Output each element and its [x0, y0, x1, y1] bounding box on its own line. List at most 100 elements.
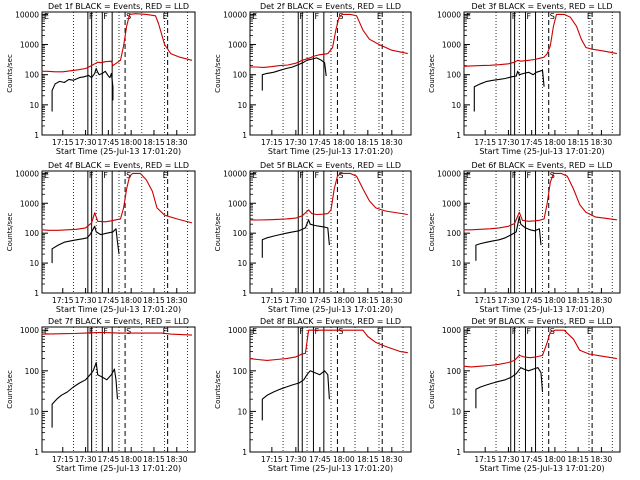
- series-events-line: [51, 361, 119, 428]
- x-tick-label: 18:30: [381, 455, 403, 464]
- x-axis-label: Start Time (25-Jul-13 17:01:20): [268, 305, 393, 314]
- x-tick-label: 18:00: [120, 138, 142, 147]
- y-axis-label: Counts/sec: [428, 370, 436, 409]
- y-axis-label: Counts/sec: [214, 54, 222, 93]
- x-tick-label: 18:00: [544, 138, 566, 147]
- y-tick-label: 1000: [228, 326, 247, 335]
- y-tick-label: 100: [447, 229, 462, 238]
- flag-letter: E: [163, 327, 168, 336]
- x-tick-label: 17:15: [52, 296, 74, 305]
- x-tick-label: 18:00: [333, 455, 355, 464]
- flag-letter: F: [299, 171, 304, 180]
- y-tick-label: 100: [25, 71, 40, 80]
- flag-letter: F: [512, 171, 517, 180]
- x-tick-label: 17:15: [474, 296, 496, 305]
- x-tick-label: 17:45: [98, 138, 120, 147]
- flag-letter: F: [299, 12, 304, 21]
- plot-frame: [463, 326, 621, 453]
- x-tick-label: 18:30: [166, 296, 188, 305]
- x-axis-label: Start Time (25-Jul-13 17:01:20): [56, 464, 181, 473]
- flag-letter: F: [512, 12, 517, 21]
- flag-letter: F: [89, 327, 94, 336]
- x-tick-label: 18:15: [143, 138, 165, 147]
- y-tick-label: 1000: [20, 41, 39, 50]
- flag-letter: F: [512, 327, 517, 336]
- x-tick-label: 18:30: [381, 138, 403, 147]
- y-tick-label: 10000: [15, 169, 39, 178]
- x-axis-label: Start Time (25-Jul-13 17:01:20): [479, 464, 604, 473]
- flag-letter: S: [338, 171, 343, 180]
- flag-letter: E: [44, 327, 49, 336]
- flag-letter: E: [252, 327, 257, 336]
- flag-letter: F: [103, 171, 108, 180]
- y-tick-label: 1: [34, 448, 39, 457]
- y-axis-label: Counts/sec: [214, 370, 222, 409]
- plot-frame: [41, 11, 196, 136]
- y-tick-label: 1: [242, 131, 247, 140]
- y-tick-label: 10: [237, 101, 247, 110]
- y-tick-label: 1000: [20, 326, 39, 335]
- x-axis-label: Start Time (25-Jul-13 17:01:20): [56, 147, 181, 156]
- panel-title: Det 9f BLACK = Events, RED = LLD: [471, 317, 612, 326]
- flag-letter: S: [126, 327, 131, 336]
- x-tick-label: 17:45: [309, 296, 331, 305]
- panel-det8: E F F S E 1 10 100 1000 17:15 17:30 17:45 18:00 18:15…: [214, 317, 412, 473]
- flag-letter: E: [587, 171, 592, 180]
- flag-letter: F: [89, 171, 94, 180]
- x-axis-label: Start Time (25-Jul-13 17:01:20): [479, 305, 604, 314]
- y-tick-label: 10: [29, 407, 39, 416]
- y-tick-label: 10: [237, 259, 247, 268]
- panel-title: Det 7f BLACK = Events, RED = LLD: [48, 317, 189, 326]
- series-events-line: [475, 367, 544, 409]
- x-tick-label: 18:15: [357, 455, 379, 464]
- flag-letter: E: [466, 12, 471, 21]
- series-events-line: [475, 216, 542, 261]
- y-tick-label: 10: [237, 407, 247, 416]
- flag-letter: F: [526, 327, 531, 336]
- flag-letter: E: [252, 171, 257, 180]
- x-tick-label: 17:15: [261, 455, 283, 464]
- x-tick-label: 17:30: [285, 455, 307, 464]
- panel-det2: E F F S E 1 10 100 1000 10000 17:15 17:30 17:45 18:00…: [214, 2, 412, 156]
- x-tick-label: 18:30: [591, 138, 613, 147]
- y-tick-label: 10000: [223, 169, 247, 178]
- panel-title: Det 1f BLACK = Events, RED = LLD: [48, 2, 189, 11]
- y-tick-label: 10000: [437, 10, 461, 19]
- x-tick-label: 18:00: [333, 296, 355, 305]
- x-tick-label: 18:15: [567, 455, 589, 464]
- flag-letter: E: [163, 12, 168, 21]
- series-events-line: [473, 69, 545, 112]
- x-tick-label: 17:45: [309, 138, 331, 147]
- y-axis-label: Counts/sec: [428, 213, 436, 252]
- flag-letter: F: [314, 12, 319, 21]
- plot-frame: [249, 11, 412, 136]
- x-tick-label: 17:30: [498, 296, 520, 305]
- panel-det4: E F F S E 1 10 100 1000 10000 17:15 17:30 17:45 18:00…: [6, 161, 196, 314]
- flag-letter: E: [466, 327, 471, 336]
- panel-title: Det 5f BLACK = Events, RED = LLD: [260, 161, 401, 170]
- plot-frame: [41, 326, 196, 453]
- y-axis-label: Counts/sec: [214, 213, 222, 252]
- panel-title: Det 3f BLACK = Events, RED = LLD: [471, 2, 612, 11]
- y-axis-label: Counts/sec: [428, 54, 436, 93]
- x-axis-label: Start Time (25-Jul-13 17:01:20): [268, 147, 393, 156]
- x-tick-label: 17:30: [285, 296, 307, 305]
- flag-letter: S: [338, 12, 343, 21]
- series-lld-line: [41, 331, 193, 336]
- series-lld-line: [249, 329, 408, 361]
- flag-letter: F: [314, 327, 319, 336]
- x-tick-label: 18:30: [591, 455, 613, 464]
- y-axis-label: Counts/sec: [6, 370, 14, 409]
- flag-letter: F: [103, 12, 108, 21]
- series-events-line: [51, 67, 114, 112]
- series-lld-line: [249, 172, 408, 221]
- y-tick-label: 100: [447, 367, 462, 376]
- x-tick-label: 17:30: [75, 138, 97, 147]
- x-tick-label: 18:30: [166, 138, 188, 147]
- flag-letter: E: [252, 12, 257, 21]
- x-tick-label: 17:45: [98, 296, 120, 305]
- x-tick-label: 17:15: [474, 138, 496, 147]
- x-tick-label: 18:00: [333, 138, 355, 147]
- x-tick-label: 18:00: [120, 455, 142, 464]
